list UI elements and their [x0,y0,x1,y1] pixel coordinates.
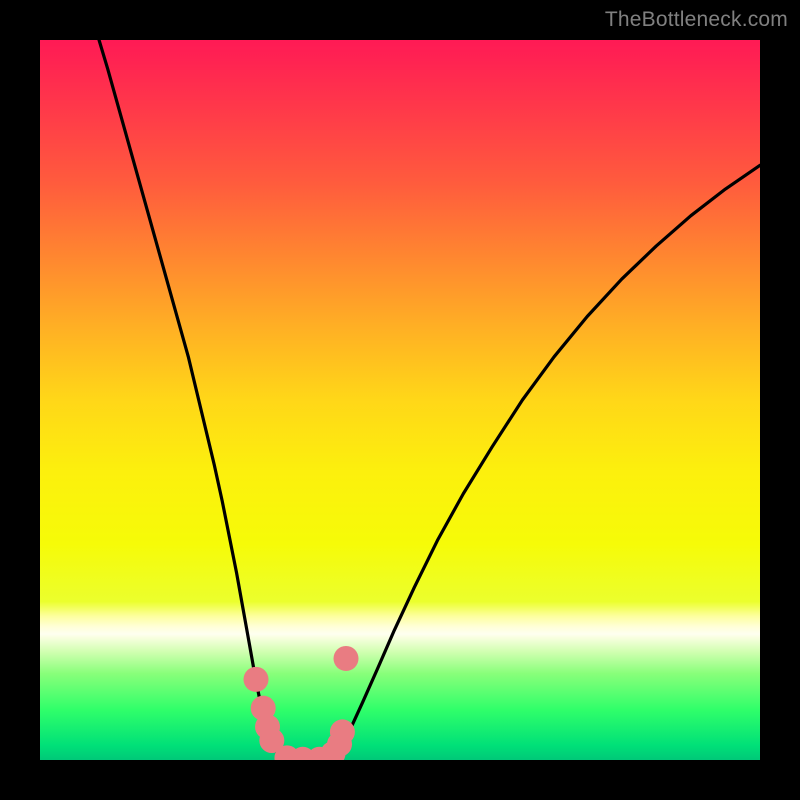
marker-point [330,719,355,744]
marker-point [244,667,269,692]
marker-point [334,646,359,671]
chart-container: TheBottleneck.com [0,0,800,800]
plot-area [40,40,760,760]
chart-svg [40,40,760,760]
gradient-background [40,40,760,760]
watermark-text: TheBottleneck.com [605,8,788,32]
